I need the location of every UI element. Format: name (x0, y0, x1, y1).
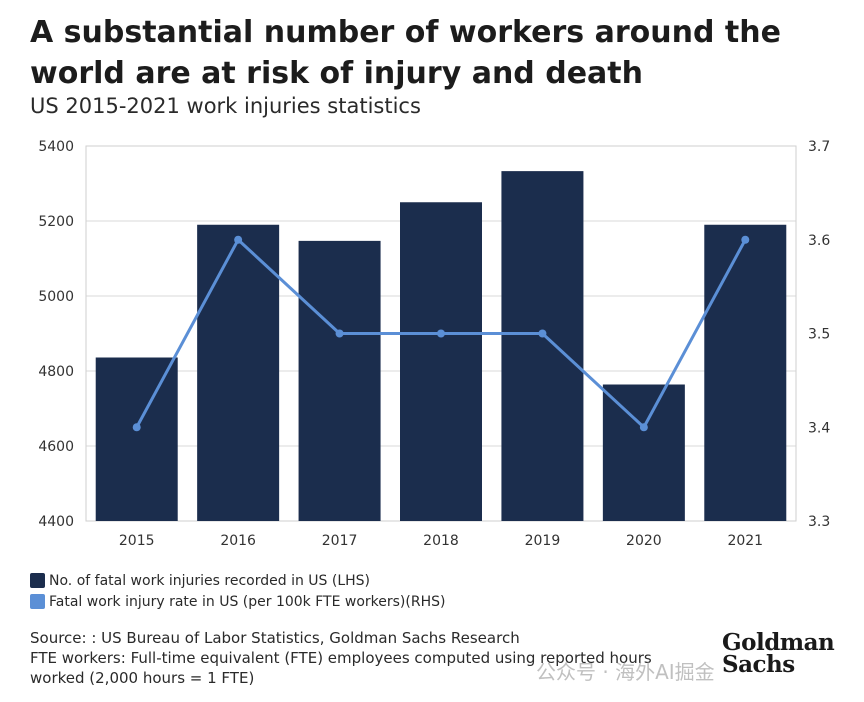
x-tick-label: 2015 (119, 533, 155, 549)
x-tick-label: 2019 (525, 533, 561, 549)
note-line-2: worked (2,000 hours = 1 FTE) (30, 669, 255, 687)
chart-title: A substantial number of workers around t… (30, 15, 781, 91)
y-left-tick-label: 4600 (38, 439, 74, 455)
legend-item-line: Fatal work injury rate in US (per 100k F… (30, 591, 445, 612)
line-point (437, 329, 445, 338)
line-point (741, 235, 750, 244)
x-tick-label: 2021 (727, 533, 763, 549)
bar (501, 171, 584, 521)
legend-swatch-bars (30, 573, 45, 588)
y-left-tick-label: 5400 (38, 139, 74, 155)
watermark: 公众号 · 海外AI掘金 (536, 660, 715, 684)
bar (704, 224, 787, 521)
bar (602, 384, 685, 521)
legend-item-bars: No. of fatal work injuries recorded in U… (30, 570, 445, 591)
bar (298, 240, 381, 521)
goldman-sachs-logo: Goldman Sachs (722, 629, 835, 678)
combo-chart: 4400 4600 4800 5000 5200 5400 3.3 3.4 3.5 3.6 3.7 2… (38, 139, 830, 549)
y-left-tick-label: 4800 (38, 364, 74, 380)
legend-swatch-line (30, 594, 45, 609)
x-tick-label: 2016 (220, 533, 256, 549)
x-tick-label: 2018 (423, 533, 459, 549)
line-point (538, 329, 547, 338)
legend: No. of fatal work injuries recorded in U… (30, 570, 445, 612)
bar (400, 202, 482, 521)
y-left-tick-label: 5200 (38, 214, 74, 230)
x-tick-label: 2017 (322, 533, 358, 549)
line-point (234, 235, 243, 244)
line-point (132, 423, 141, 432)
y-right-tick-label: 3.7 (808, 139, 830, 155)
line-point (335, 329, 344, 338)
y-left-tick-label: 4400 (38, 514, 74, 530)
logo-line-2: Sachs (722, 651, 795, 678)
line-point (639, 423, 648, 432)
y-right-tick-label: 3.5 (808, 327, 830, 343)
chart-subtitle: US 2015-2021 work injuries statistics (30, 94, 421, 118)
source-text: Source: : US Bureau of Labor Statistics,… (30, 629, 520, 647)
note-line-1: FTE workers: Full-time equivalent (FTE) … (30, 649, 652, 667)
x-tick-label: 2020 (626, 533, 662, 549)
bar (95, 357, 178, 521)
logo-line-1: Goldman (722, 629, 835, 656)
source-notes: Source: : US Bureau of Labor Statistics,… (30, 628, 652, 688)
y-right-tick-label: 3.4 (808, 420, 830, 436)
y-left-tick-label: 5000 (38, 289, 74, 305)
bar (197, 224, 280, 521)
legend-label-line: Fatal work injury rate in US (per 100k F… (49, 593, 446, 610)
y-right-tick-label: 3.3 (808, 514, 830, 530)
legend-label-bars: No. of fatal work injuries recorded in U… (49, 572, 371, 589)
y-right-tick-label: 3.6 (808, 233, 830, 249)
